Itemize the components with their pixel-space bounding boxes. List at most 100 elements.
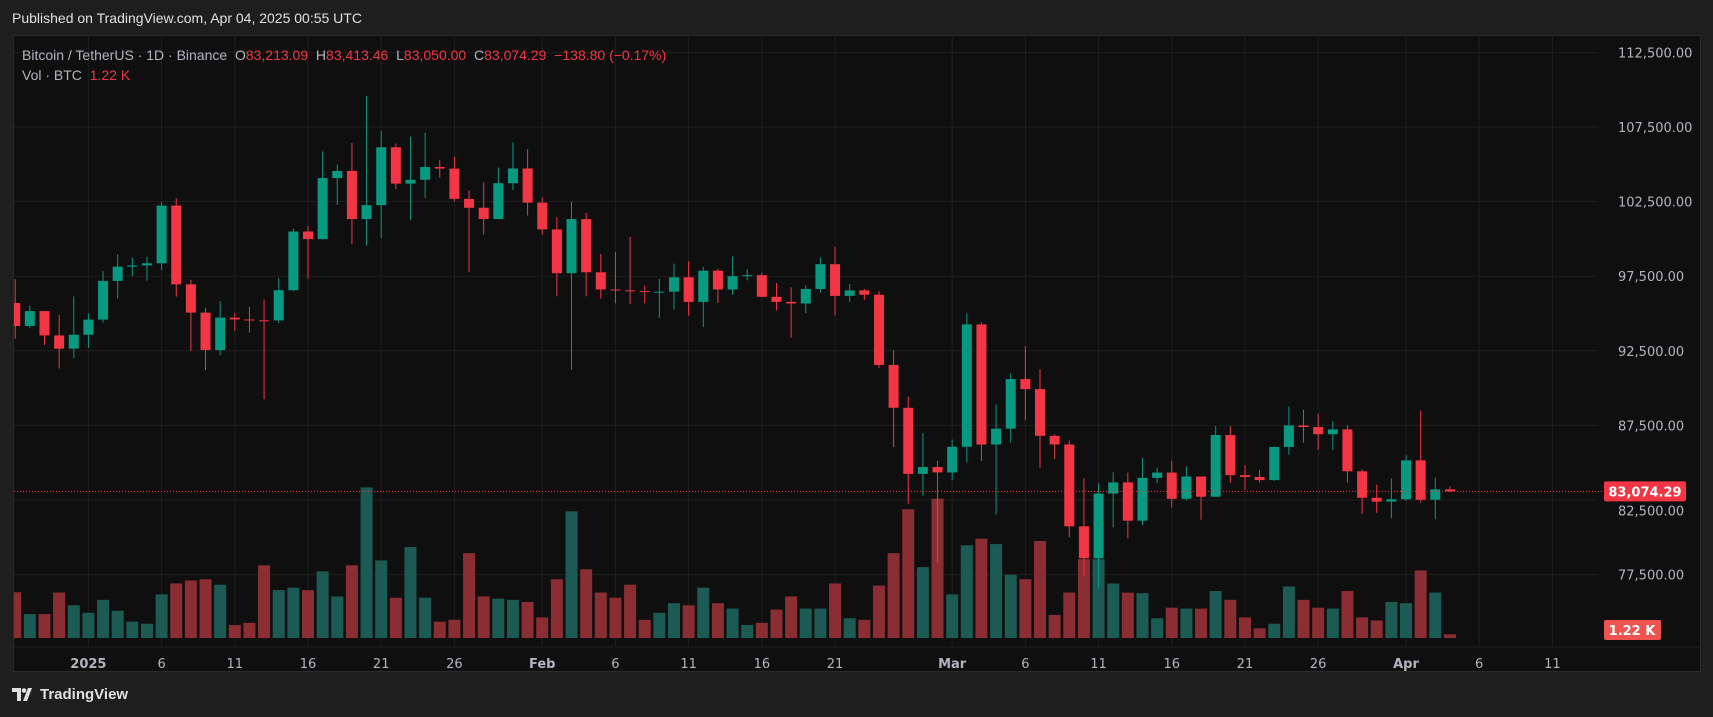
- candle-body[interactable]: [303, 231, 313, 240]
- symbol-title[interactable]: Bitcoin / TetherUS · 1D · Binance: [22, 47, 228, 63]
- candle-body[interactable]: [156, 205, 167, 264]
- candle-body[interactable]: [317, 178, 328, 240]
- candle-body[interactable]: [24, 311, 35, 326]
- candle-body[interactable]: [1401, 460, 1411, 500]
- candle-body[interactable]: [566, 219, 577, 274]
- candle-body[interactable]: [830, 264, 841, 296]
- candle-body[interactable]: [1371, 497, 1382, 502]
- candle-body[interactable]: [1064, 444, 1075, 527]
- candle-body[interactable]: [54, 335, 65, 349]
- candle-body[interactable]: [551, 229, 562, 274]
- candle-body[interactable]: [361, 205, 372, 220]
- candle-body[interactable]: [815, 264, 826, 289]
- candle-body[interactable]: [434, 166, 445, 169]
- chart-panel[interactable]: 112,500.00 107,500.00 102,500.00 97,500.00 9…: [13, 35, 1702, 673]
- candle-body[interactable]: [800, 288, 811, 304]
- candle-body[interactable]: [1430, 489, 1441, 500]
- candle-body[interactable]: [376, 147, 387, 206]
- candle-body[interactable]: [712, 270, 723, 290]
- candle-body[interactable]: [259, 320, 270, 322]
- candlestick-chart[interactable]: 112,500.00 107,500.00 102,500.00 97,500.00 9…: [14, 36, 1702, 673]
- candle-body[interactable]: [83, 319, 94, 335]
- candle-body[interactable]: [932, 467, 943, 473]
- candle-body[interactable]: [273, 290, 284, 321]
- candle-body[interactable]: [1313, 427, 1324, 435]
- candle-body[interactable]: [1020, 379, 1031, 390]
- candle-body[interactable]: [493, 183, 504, 220]
- candle-body[interactable]: [464, 198, 475, 208]
- candle-body[interactable]: [390, 147, 401, 184]
- candle-body[interactable]: [537, 202, 548, 230]
- candle-body[interactable]: [1254, 476, 1265, 481]
- candle-body[interactable]: [1386, 499, 1397, 502]
- candle-body[interactable]: [68, 334, 79, 349]
- candle-body[interactable]: [449, 168, 460, 199]
- candle-body[interactable]: [844, 290, 855, 296]
- candle-body[interactable]: [127, 265, 138, 267]
- candle-body[interactable]: [786, 301, 797, 304]
- candle-body[interactable]: [1035, 389, 1045, 436]
- candle-body[interactable]: [478, 207, 489, 220]
- candle-body[interactable]: [1415, 460, 1426, 500]
- candle-body[interactable]: [229, 317, 240, 320]
- tradingview-logo[interactable]: TradingView: [12, 686, 128, 703]
- candle-body[interactable]: [1078, 526, 1089, 559]
- candle-body[interactable]: [1327, 429, 1338, 435]
- candle-body[interactable]: [522, 168, 533, 203]
- volume-title[interactable]: Vol · BTC: [22, 67, 82, 83]
- candle-body[interactable]: [976, 324, 987, 445]
- candle-body[interactable]: [420, 166, 431, 180]
- candle-body[interactable]: [683, 277, 694, 302]
- candle-body[interactable]: [1283, 425, 1294, 447]
- candle-body[interactable]: [1181, 476, 1192, 499]
- candle-body[interactable]: [1049, 435, 1060, 445]
- candle-body[interactable]: [288, 231, 299, 291]
- candle-body[interactable]: [14, 302, 21, 326]
- candle-body[interactable]: [625, 290, 636, 292]
- candle-body[interactable]: [141, 263, 152, 266]
- candle-body[interactable]: [873, 294, 884, 365]
- candle-body[interactable]: [756, 275, 767, 297]
- candle-body[interactable]: [698, 270, 709, 302]
- candle-body[interactable]: [98, 280, 109, 320]
- candle-body[interactable]: [771, 296, 782, 302]
- candle-body[interactable]: [200, 312, 211, 351]
- candle-body[interactable]: [888, 364, 899, 408]
- candle-body[interactable]: [332, 170, 343, 179]
- candle-body[interactable]: [1122, 482, 1133, 521]
- candle-body[interactable]: [917, 467, 928, 474]
- candle-body[interactable]: [859, 290, 870, 295]
- candle-body[interactable]: [112, 266, 123, 281]
- candle-body[interactable]: [595, 272, 606, 290]
- candle-body[interactable]: [1298, 425, 1309, 428]
- candle-body[interactable]: [346, 170, 357, 220]
- candle-body[interactable]: [1166, 472, 1177, 499]
- candle-body[interactable]: [1093, 493, 1104, 559]
- candle-body[interactable]: [1137, 477, 1148, 521]
- candle-body[interactable]: [244, 319, 255, 321]
- candle-body[interactable]: [1444, 489, 1455, 492]
- candle-body[interactable]: [727, 276, 738, 290]
- candle-body[interactable]: [1005, 379, 1016, 429]
- candle-body[interactable]: [610, 289, 621, 291]
- candle-body[interactable]: [654, 291, 665, 293]
- candle-body[interactable]: [1152, 472, 1163, 478]
- candle-body[interactable]: [215, 317, 226, 351]
- candle-body[interactable]: [507, 168, 518, 184]
- candle-body[interactable]: [669, 277, 679, 292]
- candle-body[interactable]: [171, 205, 182, 285]
- candle-body[interactable]: [947, 446, 958, 473]
- candle-body[interactable]: [1210, 435, 1221, 497]
- candle-body[interactable]: [1239, 475, 1250, 477]
- candle-body[interactable]: [991, 428, 1002, 445]
- candle-body[interactable]: [1269, 446, 1280, 481]
- candle-body[interactable]: [903, 407, 914, 474]
- candle-body[interactable]: [1108, 482, 1119, 494]
- candle-body[interactable]: [1196, 476, 1207, 497]
- candle-body[interactable]: [639, 291, 650, 293]
- candle-body[interactable]: [185, 284, 196, 313]
- candle-body[interactable]: [742, 275, 753, 277]
- candle-body[interactable]: [1225, 435, 1236, 476]
- candle-body[interactable]: [581, 219, 592, 273]
- candle-body[interactable]: [405, 179, 416, 184]
